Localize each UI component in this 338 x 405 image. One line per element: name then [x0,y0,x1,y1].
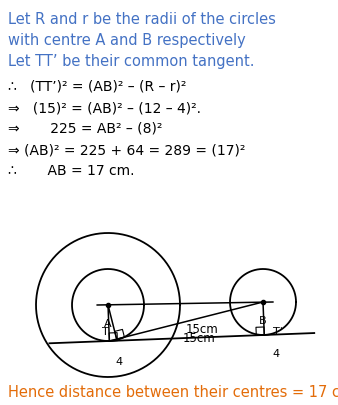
Text: ∴   (TT’)² = (AB)² – (R – r)²: ∴ (TT’)² = (AB)² – (R – r)² [8,80,186,94]
Text: Let TT’ be their common tangent.: Let TT’ be their common tangent. [8,54,255,69]
Text: B: B [259,316,267,326]
Text: A: A [104,319,112,329]
Text: 4: 4 [116,357,123,367]
Text: T': T' [273,327,283,337]
Text: ∴       AB = 17 cm.: ∴ AB = 17 cm. [8,164,135,178]
Text: Let R and r be the radii of the circles: Let R and r be the radii of the circles [8,12,276,27]
Text: ⇒ (AB)² = 225 + 64 = 289 = (17)²: ⇒ (AB)² = 225 + 64 = 289 = (17)² [8,143,245,157]
Text: T: T [102,327,109,337]
Text: with centre A and B respectively: with centre A and B respectively [8,33,246,48]
Text: 15cm: 15cm [186,324,219,337]
Text: 15cm: 15cm [183,332,215,345]
Text: Hence distance between their centres = 17 cm.: Hence distance between their centres = 1… [8,385,338,400]
Text: ⇒   (15)² = (AB)² – (12 – 4)².: ⇒ (15)² = (AB)² – (12 – 4)². [8,101,201,115]
Text: ⇒       225 = AB² – (8)²: ⇒ 225 = AB² – (8)² [8,122,162,136]
Text: 4: 4 [273,349,280,359]
